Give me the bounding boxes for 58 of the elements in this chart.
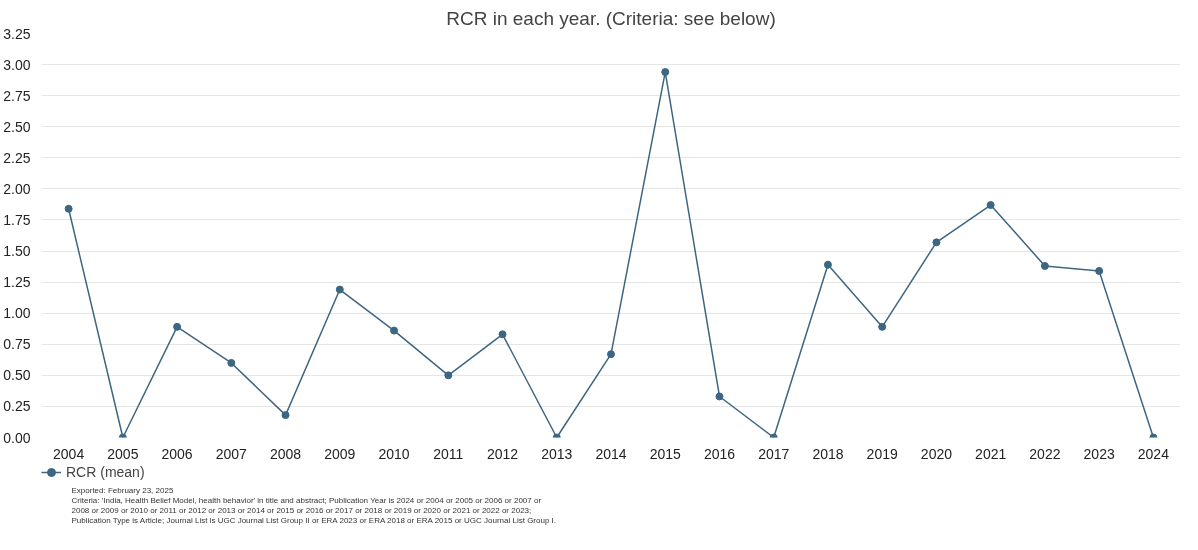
y-tick-label: 0.00	[3, 429, 31, 446]
y-tick-label: 0.25	[3, 398, 31, 415]
x-tick-label: 2012	[486, 445, 519, 462]
y-tick-label: 2.25	[3, 149, 31, 166]
text: Criteria: 'India, Health Belief Model, health behavior' in title and abstract; Publication Year is 2024 or 2004 or 2005 or 2006 or 2007 or	[71, 495, 542, 505]
text: 2008 or 2009 or 2010 or 2011 or 2012 or 2013 or 2014 or 2015 or 2016 or 2017 or 2018 or 2019 or 2020 or 2021 or 2022 or 2023;	[71, 505, 532, 515]
y-tick-label: 0.50	[3, 367, 31, 384]
x-tick-label: 2020	[920, 445, 953, 462]
point	[715, 392, 724, 401]
y-tick-label: 1.00	[3, 305, 31, 322]
y-tick-label: 0.75	[3, 336, 31, 353]
x-tick-label: 2015	[649, 445, 682, 462]
x-tick-label: 2010	[378, 445, 410, 462]
x-tick-label: 2006	[161, 445, 193, 462]
legend-label: RCR (mean)	[66, 464, 145, 480]
y-tick-label: 3.25	[3, 25, 31, 42]
x-tick-label: 2013	[541, 445, 573, 462]
x-tick-label: 2016	[703, 445, 736, 462]
point	[1040, 261, 1049, 270]
text: Exported: February 23, 2025	[71, 485, 174, 495]
y-tick-label: 1.50	[3, 243, 31, 260]
x-tick-label: 2021	[975, 445, 1007, 462]
x-tick-label: 2023	[1083, 445, 1115, 462]
x-tick-label: 2005	[107, 445, 139, 462]
point	[661, 68, 670, 77]
point	[390, 326, 399, 335]
y-tick-label: 1.75	[3, 211, 31, 228]
x-tick-label: 2004	[53, 445, 85, 462]
x-tick-label: 2014	[595, 445, 627, 462]
y-tick-label: 3.00	[3, 56, 31, 73]
point	[227, 358, 236, 367]
x-tick-label: 2022	[1029, 445, 1061, 462]
x-tick-label: 2018	[812, 445, 844, 462]
x-tick-label: 2007	[215, 445, 248, 462]
point	[64, 204, 73, 213]
x-tick-label: 2009	[324, 445, 356, 462]
point	[281, 411, 290, 420]
x-tick-label: 2019	[866, 445, 898, 462]
x-tick-label: 2008	[270, 445, 302, 462]
point	[932, 238, 941, 247]
point	[986, 201, 995, 210]
chart-title: RCR in each year. (Criteria: see below)	[446, 7, 776, 29]
x-tick-label: 2011	[433, 445, 464, 462]
point	[444, 371, 453, 380]
y-tick-label: 1.25	[3, 274, 31, 291]
x-tick-label: 2017	[758, 445, 790, 462]
y-tick-label: 2.50	[3, 118, 31, 135]
point	[173, 322, 182, 331]
point	[607, 350, 615, 359]
point	[1095, 266, 1104, 275]
point	[823, 260, 832, 269]
x-tick-label: 2024	[1137, 445, 1170, 462]
point	[498, 330, 507, 339]
point	[878, 322, 887, 331]
point	[335, 285, 344, 294]
y-tick-label: 2.00	[3, 180, 31, 197]
y-tick-label: 2.75	[3, 87, 31, 104]
text: Publication Type is Article; Journal List is UGC Journal List Group II or ERA 2023 or ERA 2018 or ERA 2015 or UGC Journal List Group I.	[71, 515, 557, 525]
